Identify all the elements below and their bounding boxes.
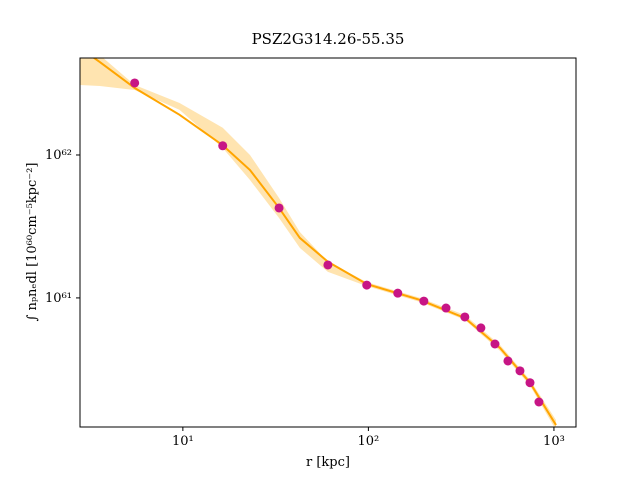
data-point (130, 78, 140, 88)
data-point (441, 303, 451, 313)
y-tick-label: 10⁶¹ (45, 291, 72, 306)
y-axis-label: ∫ nₚnₑdl [10⁶⁰cm⁻⁵kpc⁻²] (25, 163, 40, 322)
data-point (393, 288, 403, 298)
data-point (490, 339, 500, 349)
data-point (460, 312, 470, 322)
x-tick-label: 10² (358, 434, 380, 449)
data-point (362, 280, 372, 290)
x-tick-label: 10³ (543, 434, 565, 449)
x-axis-label: r [kpc] (306, 455, 350, 470)
data-point (323, 260, 333, 270)
data-point (503, 356, 513, 366)
plot-area (80, 58, 557, 427)
data-point (274, 203, 284, 213)
model-line (92, 58, 557, 426)
data-point (476, 323, 486, 333)
chart-title: PSZ2G314.26-55.35 (252, 30, 405, 48)
data-point (534, 397, 544, 407)
data-point (419, 296, 429, 306)
data-point (515, 366, 525, 376)
x-tick-label: 10¹ (172, 434, 194, 449)
y-tick-label: 10⁶² (45, 148, 72, 163)
data-point (525, 378, 535, 388)
axes-frame (79, 57, 577, 428)
data-point (218, 141, 228, 151)
